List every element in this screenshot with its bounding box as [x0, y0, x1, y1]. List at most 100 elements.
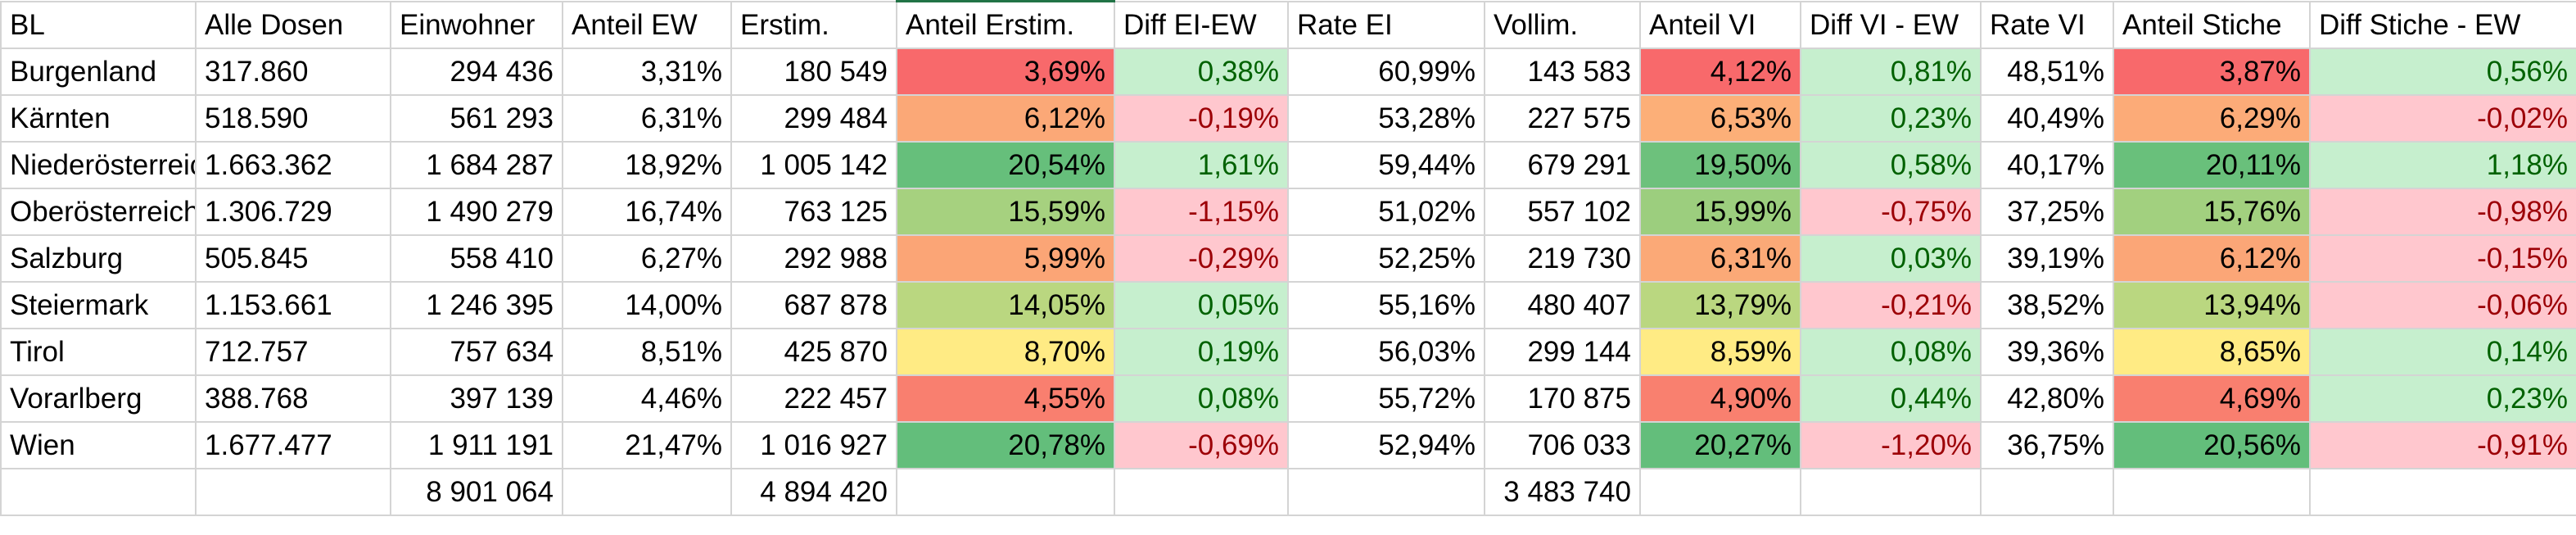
cell-anteil-vi[interactable]: 15,99% — [1639, 188, 1801, 236]
cell-erstim[interactable]: 292 988 — [730, 234, 897, 283]
cell-erstim[interactable]: 763 125 — [730, 188, 897, 236]
cell-anteil-stiche[interactable]: 15,76% — [2113, 188, 2311, 236]
cell-rate-ei[interactable]: 55,72% — [1287, 374, 1485, 423]
cell-rate-ei[interactable]: 52,94% — [1287, 421, 1485, 469]
cell-anteil-erstim[interactable]: 20,78% — [896, 421, 1115, 469]
cell-anteil-stiche[interactable]: 8,65% — [2113, 328, 2311, 376]
cell-einwohner[interactable]: 757 634 — [390, 328, 563, 376]
cell-vollim[interactable]: 557 102 — [1484, 188, 1641, 236]
header-cell-bl[interactable]: BL — [0, 0, 197, 49]
cell-diff-ei-ew[interactable]: 1,61% — [1114, 141, 1289, 189]
cell-diff-stiche-ew[interactable]: -0,91% — [2309, 421, 2576, 469]
header-cell-diff-ei-ew[interactable]: Diff EI-EW — [1114, 0, 1289, 49]
cell-erstim[interactable]: 425 870 — [730, 328, 897, 376]
cell-erstim[interactable]: 299 484 — [730, 94, 897, 143]
cell-einwohner[interactable]: 1 911 191 — [390, 421, 563, 469]
cell-vollim[interactable]: 480 407 — [1484, 281, 1641, 329]
cell-vollim[interactable]: 706 033 — [1484, 421, 1641, 469]
cell-rate-vi[interactable]: 39,36% — [1980, 328, 2114, 376]
cell-diff-stiche-ew[interactable]: 0,23% — [2309, 374, 2576, 423]
cell-bl[interactable]: Wien — [0, 421, 197, 469]
cell-bl[interactable]: Vorarlberg — [0, 374, 197, 423]
cell-anteil-erstim[interactable]: 3,69% — [896, 48, 1115, 96]
cell-bl[interactable]: Salzburg — [0, 234, 197, 283]
cell-anteil-erstim[interactable]: 5,99% — [896, 234, 1115, 283]
cell-bl[interactable]: Niederösterreich — [0, 141, 197, 189]
cell-anteil-erstim[interactable]: 4,55% — [896, 374, 1115, 423]
totals-cell[interactable] — [1639, 468, 1801, 516]
header-cell-anteil-ew[interactable]: Anteil EW — [562, 0, 732, 49]
cell-anteil-ew[interactable]: 4,46% — [562, 374, 732, 423]
cell-dosen[interactable]: 317.860 — [195, 48, 391, 96]
totals-cell[interactable] — [1800, 468, 1982, 516]
cell-erstim[interactable]: 1 016 927 — [730, 421, 897, 469]
cell-anteil-ew[interactable]: 8,51% — [562, 328, 732, 376]
cell-anteil-stiche[interactable]: 6,29% — [2113, 94, 2311, 143]
cell-rate-ei[interactable]: 59,44% — [1287, 141, 1485, 189]
cell-bl[interactable]: Tirol — [0, 328, 197, 376]
totals-cell[interactable] — [2309, 468, 2576, 516]
cell-rate-vi[interactable]: 37,25% — [1980, 188, 2114, 236]
cell-dosen[interactable]: 1.153.661 — [195, 281, 391, 329]
cell-bl[interactable]: Burgenland — [0, 48, 197, 96]
cell-anteil-erstim[interactable]: 6,12% — [896, 94, 1115, 143]
totals-cell[interactable] — [195, 468, 391, 516]
cell-diff-vi-ew[interactable]: -1,20% — [1800, 421, 1982, 469]
cell-vollim[interactable]: 143 583 — [1484, 48, 1641, 96]
cell-anteil-stiche[interactable]: 20,56% — [2113, 421, 2311, 469]
cell-rate-ei[interactable]: 56,03% — [1287, 328, 1485, 376]
totals-cell[interactable] — [2113, 468, 2311, 516]
cell-diff-vi-ew[interactable]: 0,08% — [1800, 328, 1982, 376]
cell-diff-stiche-ew[interactable]: -0,98% — [2309, 188, 2576, 236]
cell-dosen[interactable]: 518.590 — [195, 94, 391, 143]
total-vollim[interactable]: 3 483 740 — [1484, 468, 1641, 516]
cell-vollim[interactable]: 227 575 — [1484, 94, 1641, 143]
cell-diff-stiche-ew[interactable]: 0,56% — [2309, 48, 2576, 96]
cell-diff-ei-ew[interactable]: 0,05% — [1114, 281, 1289, 329]
header-cell-rate-ei[interactable]: Rate EI — [1287, 0, 1485, 49]
cell-dosen[interactable]: 1.677.477 — [195, 421, 391, 469]
cell-erstim[interactable]: 687 878 — [730, 281, 897, 329]
cell-diff-ei-ew[interactable]: 0,08% — [1114, 374, 1289, 423]
cell-diff-vi-ew[interactable]: 0,23% — [1800, 94, 1982, 143]
cell-diff-vi-ew[interactable]: -0,21% — [1800, 281, 1982, 329]
cell-anteil-stiche[interactable]: 13,94% — [2113, 281, 2311, 329]
cell-anteil-erstim[interactable]: 20,54% — [896, 141, 1115, 189]
cell-rate-ei[interactable]: 52,25% — [1287, 234, 1485, 283]
cell-anteil-vi[interactable]: 4,12% — [1639, 48, 1801, 96]
header-cell-diff-vi-ew[interactable]: Diff VI - EW — [1800, 0, 1982, 49]
cell-anteil-ew[interactable]: 14,00% — [562, 281, 732, 329]
cell-anteil-stiche[interactable]: 20,11% — [2113, 141, 2311, 189]
header-cell-anteil-erstim[interactable]: Anteil Erstim. — [896, 0, 1115, 49]
totals-cell[interactable] — [1980, 468, 2114, 516]
header-cell-einwohner[interactable]: Einwohner — [390, 0, 563, 49]
cell-rate-ei[interactable]: 51,02% — [1287, 188, 1485, 236]
cell-diff-ei-ew[interactable]: 0,38% — [1114, 48, 1289, 96]
cell-diff-vi-ew[interactable]: 0,81% — [1800, 48, 1982, 96]
header-cell-diff-stiche-ew[interactable]: Diff Stiche - EW — [2309, 0, 2576, 49]
cell-anteil-vi[interactable]: 6,53% — [1639, 94, 1801, 143]
cell-diff-vi-ew[interactable]: 0,03% — [1800, 234, 1982, 283]
cell-diff-vi-ew[interactable]: -0,75% — [1800, 188, 1982, 236]
header-cell-anteil-stiche[interactable]: Anteil Stiche — [2113, 0, 2311, 49]
cell-anteil-vi[interactable]: 8,59% — [1639, 328, 1801, 376]
cell-rate-vi[interactable]: 38,52% — [1980, 281, 2114, 329]
cell-dosen[interactable]: 1.306.729 — [195, 188, 391, 236]
header-cell-rate-vi[interactable]: Rate VI — [1980, 0, 2114, 49]
cell-rate-ei[interactable]: 55,16% — [1287, 281, 1485, 329]
cell-anteil-vi[interactable]: 20,27% — [1639, 421, 1801, 469]
cell-rate-vi[interactable]: 40,49% — [1980, 94, 2114, 143]
cell-diff-ei-ew[interactable]: -0,69% — [1114, 421, 1289, 469]
cell-rate-ei[interactable]: 60,99% — [1287, 48, 1485, 96]
cell-anteil-vi[interactable]: 13,79% — [1639, 281, 1801, 329]
cell-rate-ei[interactable]: 53,28% — [1287, 94, 1485, 143]
cell-erstim[interactable]: 1 005 142 — [730, 141, 897, 189]
cell-diff-ei-ew[interactable]: 0,19% — [1114, 328, 1289, 376]
cell-diff-stiche-ew[interactable]: -0,02% — [2309, 94, 2576, 143]
cell-anteil-erstim[interactable]: 14,05% — [896, 281, 1115, 329]
cell-anteil-stiche[interactable]: 4,69% — [2113, 374, 2311, 423]
cell-anteil-vi[interactable]: 19,50% — [1639, 141, 1801, 189]
total-erstim[interactable]: 4 894 420 — [730, 468, 897, 516]
cell-einwohner[interactable]: 561 293 — [390, 94, 563, 143]
cell-dosen[interactable]: 712.757 — [195, 328, 391, 376]
